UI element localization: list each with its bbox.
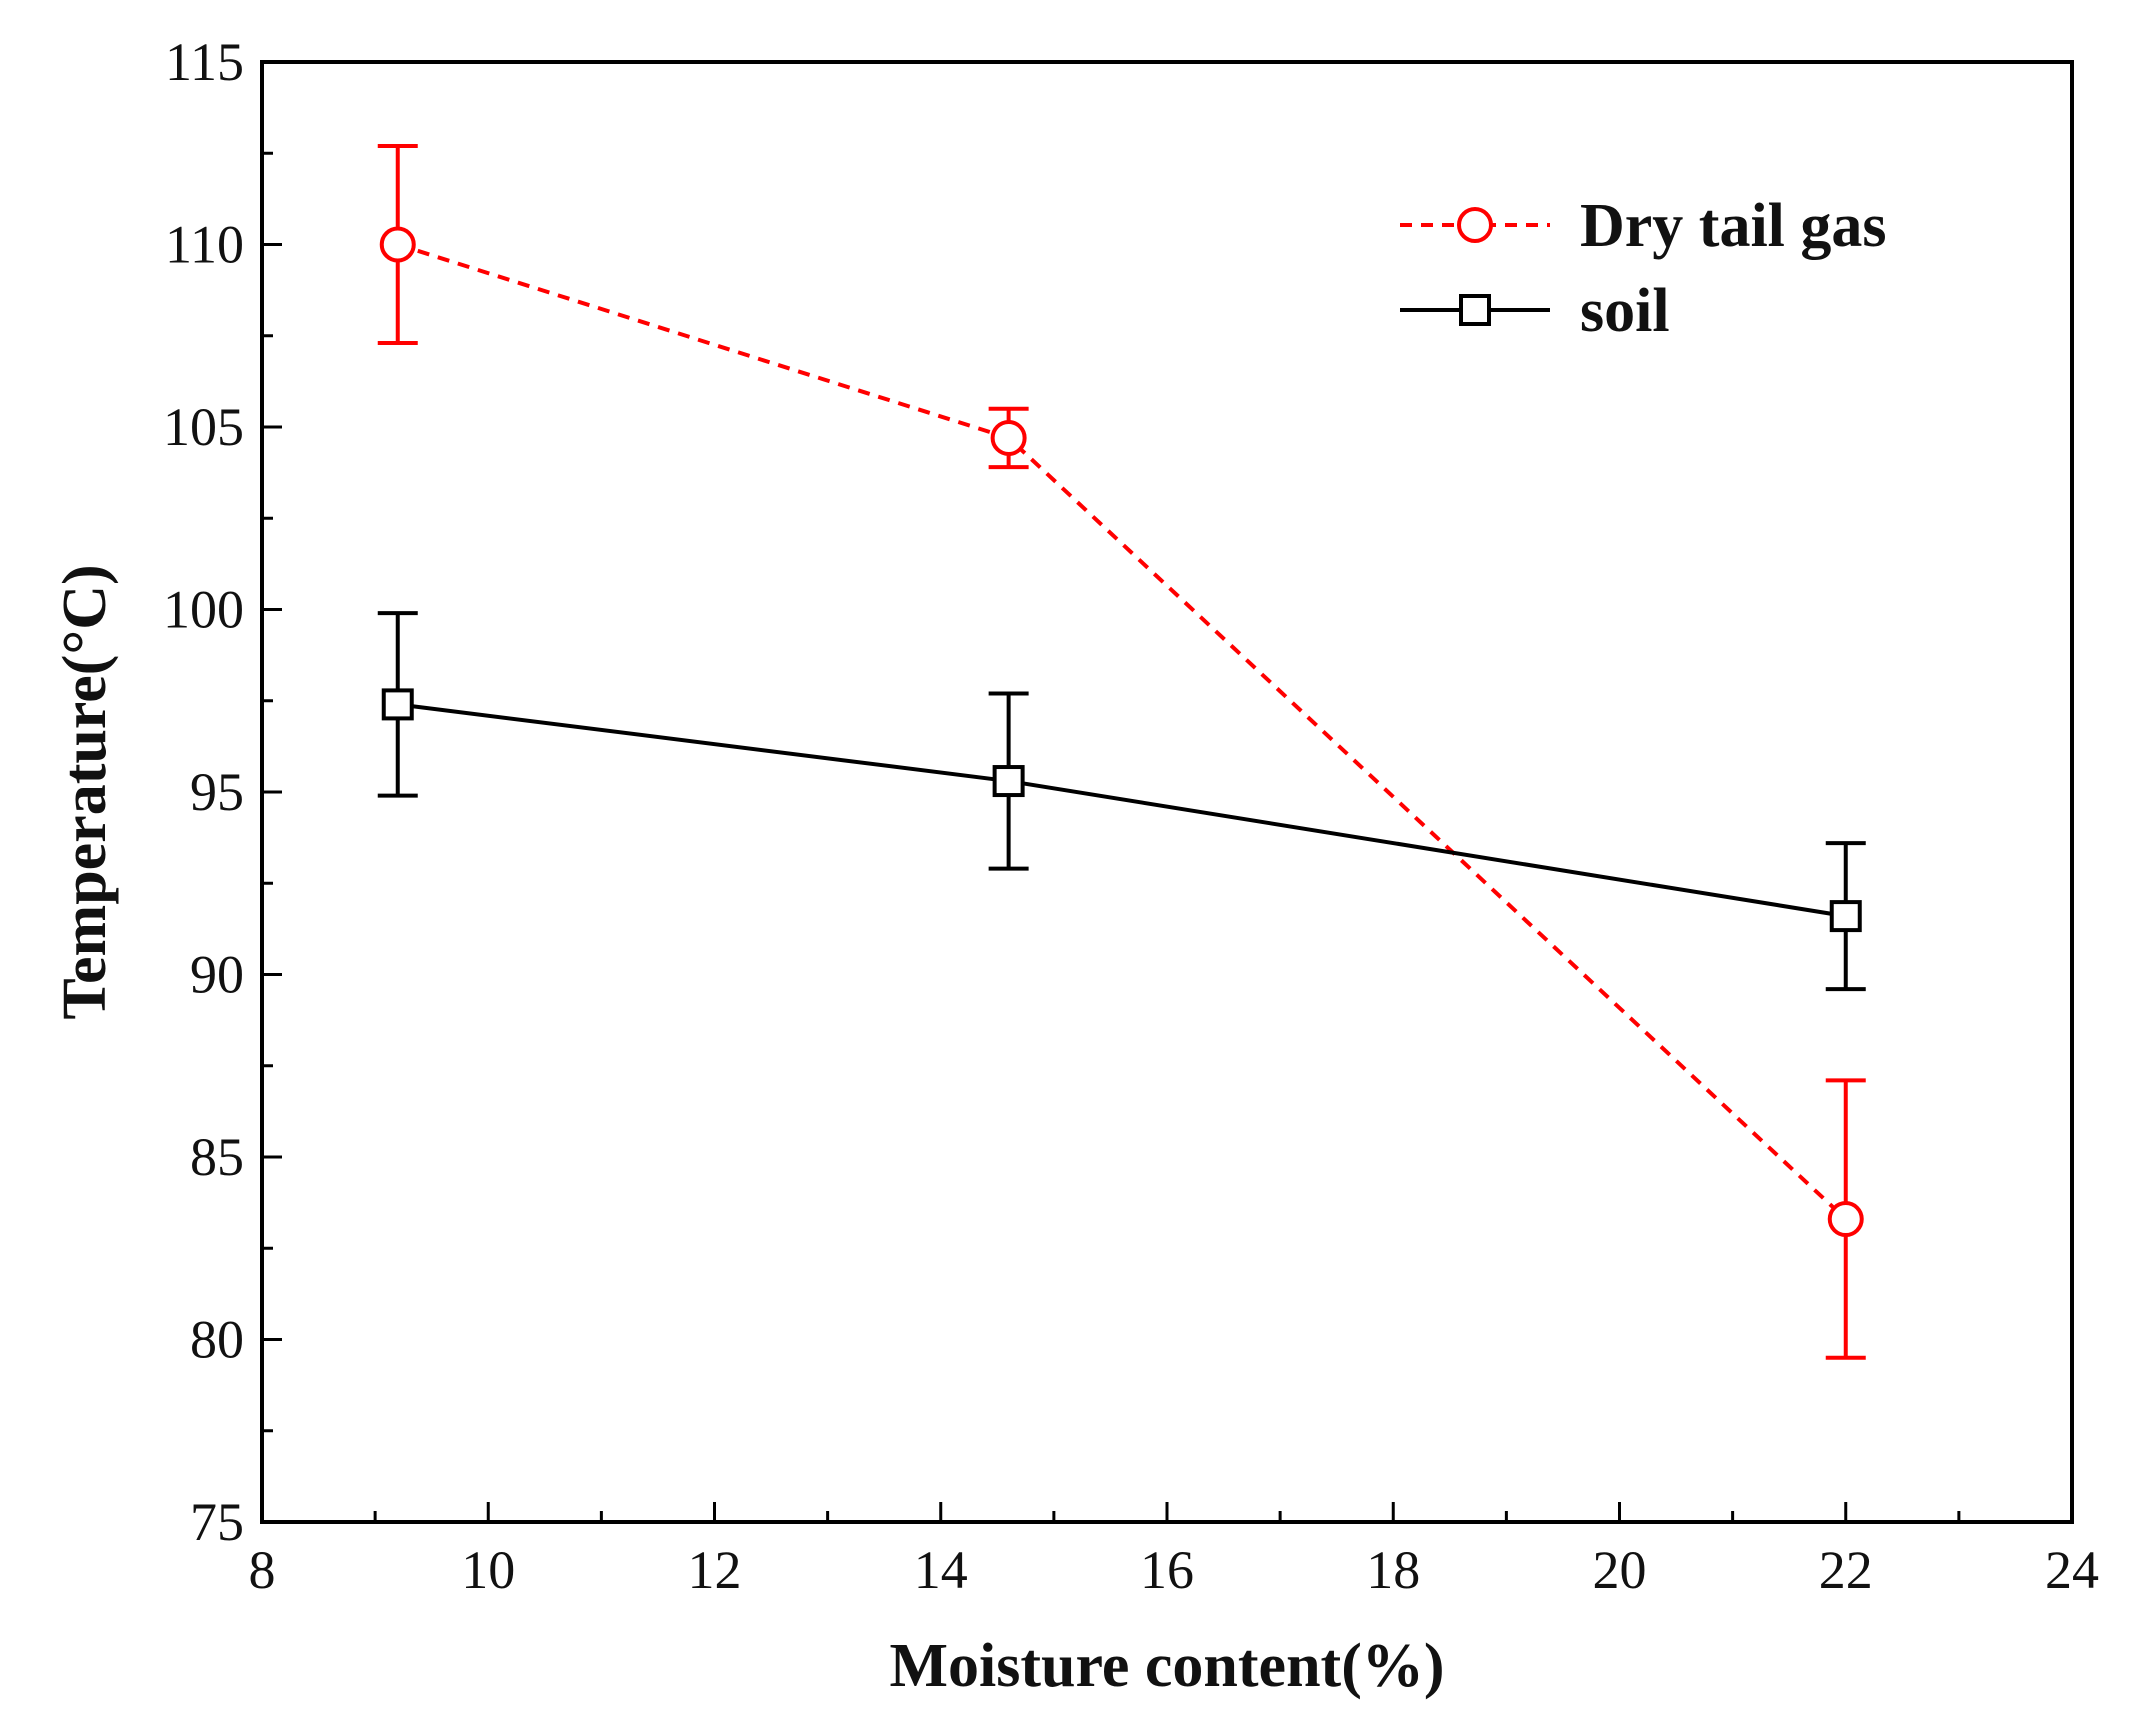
y-tick-label: 110 (165, 215, 244, 275)
x-tick-label: 20 (1593, 1540, 1647, 1600)
series-group (377, 143, 1866, 1360)
legend-label: soil (1580, 277, 1670, 345)
y-tick-label: 90 (190, 945, 244, 1005)
y-axis-title: Temperature(°C) (51, 564, 119, 1019)
y-tick-label: 75 (190, 1492, 244, 1552)
y-tick-label: 115 (165, 32, 244, 92)
data-point (381, 688, 414, 721)
x-tick-label: 24 (2045, 1540, 2099, 1600)
x-tick-label: 22 (1819, 1540, 1873, 1600)
y-tick-label: 105 (163, 397, 244, 457)
data-point (992, 765, 1025, 798)
y-tick-label: 80 (190, 1310, 244, 1370)
data-point (1827, 1201, 1864, 1238)
y-tick-label: 85 (190, 1127, 244, 1187)
data-point (1829, 900, 1862, 933)
legend: Dry tail gas soil (1400, 192, 1887, 345)
y-tick-label: 95 (190, 762, 244, 822)
y-tick-label: 100 (163, 580, 244, 640)
legend-marker (1457, 207, 1493, 243)
x-tick-label: 8 (249, 1540, 276, 1600)
x-tick-label: 16 (1140, 1540, 1194, 1600)
series-line (397, 702, 1847, 919)
data-point (379, 226, 416, 263)
x-tick-label: 18 (1366, 1540, 1420, 1600)
x-axis-title: Moisture content(%) (889, 1632, 1444, 1700)
axis-ticks: 8 10 12 14 16 18 20 22 24 75 80 85 90 95 100 105 110 115 (163, 32, 2099, 1600)
legend-label: Dry tail gas (1580, 192, 1887, 260)
x-tick-label: 12 (688, 1540, 742, 1600)
x-tick-label: 10 (461, 1540, 515, 1600)
x-tick-label: 14 (914, 1540, 968, 1600)
legend-marker (1459, 294, 1491, 326)
data-point (990, 419, 1027, 456)
plot-frame (260, 60, 2074, 1524)
